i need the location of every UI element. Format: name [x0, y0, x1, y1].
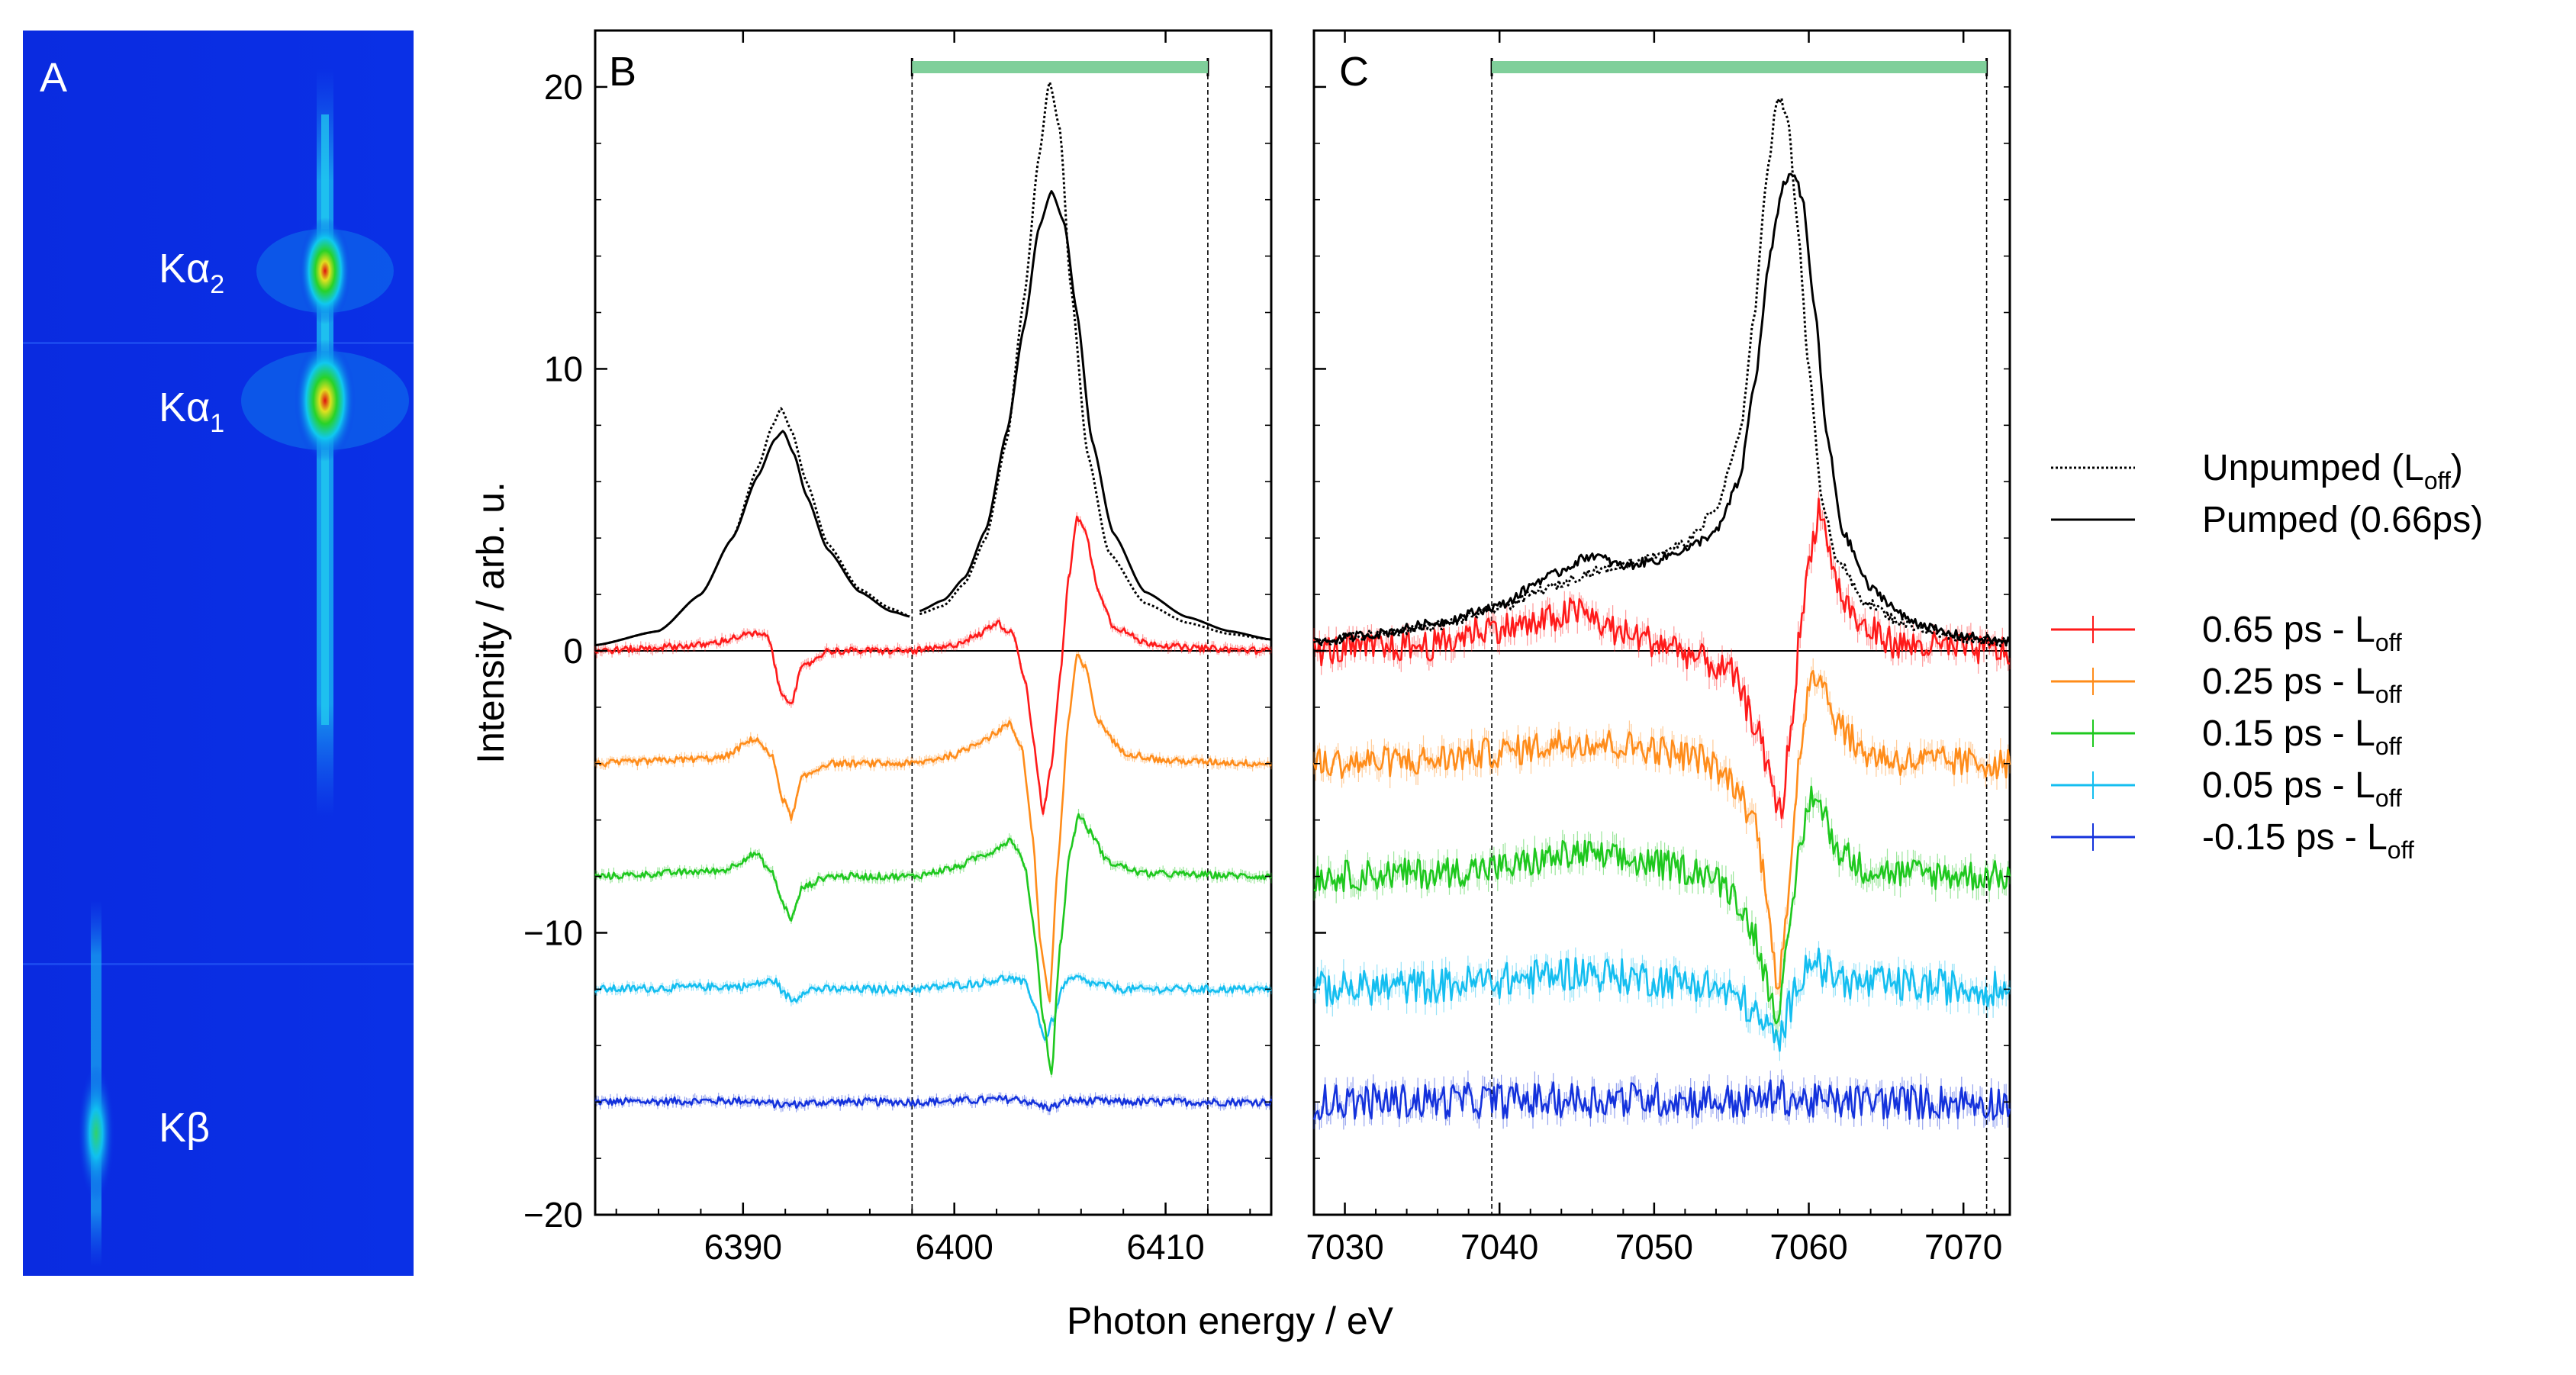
ka2-spot	[299, 217, 351, 324]
b-ytick-label-1: 10	[544, 349, 583, 388]
legend-entry-4: 0.15 ps - Loff	[2051, 713, 2402, 760]
b-series--0-15-ps-l-off	[594, 1095, 1273, 1112]
c-series-0-25-ps-l-off	[1312, 670, 2011, 990]
b-series-0-05-ps-l-off	[594, 974, 1273, 1041]
legend-entry-6: -0.15 ps - Loff	[2051, 817, 2414, 864]
ka1-spot	[295, 340, 356, 462]
b-errorbars--0-15-ps-l-off	[594, 1092, 1272, 1116]
panel-b-frame	[594, 29, 1273, 1216]
b-xtick-label-0: 6390	[704, 1227, 782, 1267]
detector-gap-line	[23, 963, 414, 965]
legend-entry-1-label: Pumped (0.66ps)	[2202, 500, 2483, 540]
panel-b-ticks: 6390 6400 6410 20 10 0 −10 −20	[523, 30, 1271, 1267]
b-xtick-label-2: 6410	[1126, 1227, 1204, 1267]
x-axis-title: Photon energy / eV	[1067, 1299, 1394, 1342]
b-errorbars-0-15-ps-l-off	[594, 809, 1272, 1078]
c-series--0-15-ps-l-off	[1312, 1079, 2011, 1121]
legend-entry-4-label: 0.15 ps - Loff	[2202, 713, 2402, 760]
panel-b-region	[910, 58, 1209, 1215]
panel-c-series	[1312, 97, 2011, 1130]
kb-spot	[78, 1064, 114, 1202]
b-xtick-label-1: 6400	[916, 1227, 993, 1267]
legend-entry-0: Unpumped (Loff)	[2051, 448, 2463, 494]
c-series-0-65-ps-l-off	[1312, 498, 2011, 820]
detector-gap-line-2	[23, 342, 414, 344]
y-axis-title: Intensity / arb. u.	[469, 481, 512, 764]
b-ytick-label-2: 0	[563, 631, 583, 671]
c-xtick-label-2: 7050	[1615, 1227, 1693, 1267]
legend-entry-2: 0.65 ps - Loff	[2051, 610, 2402, 656]
c-xtick-label-3: 7060	[1769, 1227, 1847, 1267]
c-series-0-15-ps-l-off	[1313, 785, 2011, 1025]
legend-entry-5: 0.05 ps - Loff	[2051, 765, 2402, 812]
b-series-0-25-ps-l-off	[594, 653, 1272, 1003]
panel-c-label: C	[1339, 49, 1369, 95]
panel-a-label: A	[40, 55, 67, 101]
legend-entry-6-label: -0.15 ps - Loff	[2202, 817, 2414, 864]
legend-entry-0-label: Unpumped (Loff)	[2202, 448, 2463, 494]
detector-image	[23, 31, 414, 1276]
b-series-0-65-ps-l-off	[594, 515, 1272, 815]
c-errorbars-0-65-ps-l-off	[1313, 491, 2011, 829]
b-region-bar	[912, 61, 1208, 73]
panel-b-label: B	[609, 49, 636, 95]
c-xtick-label-4: 7070	[1924, 1227, 2002, 1267]
b-ytick-label-3: −10	[523, 913, 583, 952]
panel-c: 7030 7040 7050 7060 7070 C	[1306, 29, 2011, 1267]
b-errorbars-0-65-ps-l-off	[594, 512, 1272, 817]
b-errorbars-0-25-ps-l-off	[594, 651, 1272, 1004]
c-xtick-label-0: 7030	[1306, 1227, 1383, 1267]
panel-b: 6390 6400 6410 20 10 0 −10 −20 B	[523, 29, 1273, 1267]
panel-c-ticks: 7030 7040 7050 7060 7070	[1306, 30, 2010, 1267]
b-ytick-label-4: −20	[523, 1195, 583, 1235]
b-series-unpumped-l-off-	[594, 81, 1272, 647]
panel-b-series	[594, 81, 1273, 1116]
legend-entry-2-label: 0.65 ps - Loff	[2202, 610, 2402, 656]
legend-entry-3: 0.25 ps - Loff	[2051, 662, 2402, 708]
c-errorbars-0-25-ps-l-off	[1313, 658, 2011, 997]
ka1-label: Kα1	[159, 385, 224, 438]
c-series-unpumped-l-off-	[1312, 97, 2011, 648]
legend: Unpumped (Loff) Pumped (0.66ps) 0.65 ps - …	[2051, 448, 2483, 864]
b-errorbars-0-05-ps-l-off	[594, 971, 1272, 1043]
c-series-pumped-0-66ps-	[1313, 172, 2011, 646]
b-series-pumped-0-66ps-	[594, 190, 1272, 647]
legend-entry-3-label: 0.25 ps - Loff	[2202, 662, 2402, 708]
c-region-bar	[1492, 61, 1987, 73]
kb-label: Kβ	[159, 1105, 210, 1151]
panel-a: A Kα2 Kα1 Kβ	[23, 31, 414, 1276]
ka2-label: Kα2	[159, 246, 224, 299]
c-xtick-label-1: 7040	[1460, 1227, 1538, 1267]
b-series-0-15-ps-l-off	[594, 813, 1272, 1075]
b-ytick-label-0: 20	[544, 67, 583, 107]
legend-entry-1: Pumped (0.66ps)	[2051, 500, 2483, 540]
panel-c-frame	[1312, 29, 2011, 1216]
c-series-0-05-ps-l-off	[1313, 947, 2011, 1052]
c-errorbars-0-05-ps-l-off	[1313, 941, 2011, 1061]
legend-entry-5-label: 0.05 ps - Loff	[2202, 765, 2402, 812]
